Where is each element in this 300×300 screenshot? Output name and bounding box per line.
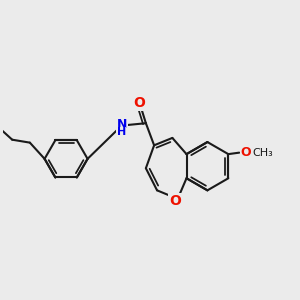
Text: H: H xyxy=(116,127,126,137)
Text: O: O xyxy=(169,194,181,208)
Text: O: O xyxy=(241,146,251,159)
Text: CH₃: CH₃ xyxy=(252,148,273,158)
Text: N: N xyxy=(116,118,127,131)
Text: O: O xyxy=(134,96,145,110)
